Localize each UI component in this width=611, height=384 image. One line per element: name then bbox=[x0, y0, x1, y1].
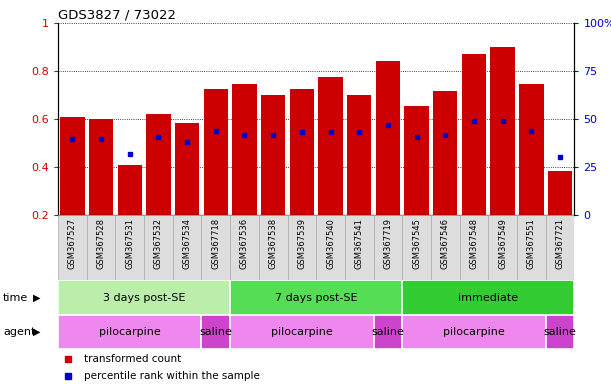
Text: GSM367541: GSM367541 bbox=[355, 218, 364, 268]
Text: time: time bbox=[3, 293, 28, 303]
Text: GSM367538: GSM367538 bbox=[269, 218, 277, 269]
Bar bbox=[459, 215, 488, 280]
Bar bbox=[546, 315, 574, 349]
Text: GSM367551: GSM367551 bbox=[527, 218, 536, 268]
Bar bbox=[488, 215, 517, 280]
Text: GSM367528: GSM367528 bbox=[97, 218, 106, 269]
Text: saline: saline bbox=[199, 327, 232, 337]
Text: GSM367527: GSM367527 bbox=[68, 218, 77, 269]
Text: ▶: ▶ bbox=[33, 327, 40, 337]
Bar bbox=[402, 315, 546, 349]
Text: GSM367536: GSM367536 bbox=[240, 218, 249, 269]
Bar bbox=[404, 106, 429, 215]
Bar bbox=[290, 89, 314, 215]
Text: saline: saline bbox=[371, 327, 404, 337]
Bar bbox=[431, 215, 459, 280]
Bar bbox=[517, 215, 546, 280]
Bar bbox=[433, 91, 458, 215]
Bar bbox=[202, 315, 230, 349]
Text: GSM367532: GSM367532 bbox=[154, 218, 163, 269]
Text: GSM367546: GSM367546 bbox=[441, 218, 450, 269]
Bar bbox=[58, 315, 202, 349]
Bar bbox=[462, 54, 486, 215]
Bar bbox=[146, 114, 170, 215]
Bar bbox=[89, 119, 113, 215]
Text: GSM367721: GSM367721 bbox=[555, 218, 565, 269]
Text: GSM367534: GSM367534 bbox=[183, 218, 192, 269]
Bar bbox=[347, 95, 371, 215]
Bar bbox=[548, 170, 572, 215]
Bar bbox=[232, 84, 257, 215]
Text: GSM367718: GSM367718 bbox=[211, 218, 221, 269]
Text: pilocarpine: pilocarpine bbox=[443, 327, 505, 337]
Bar bbox=[230, 315, 373, 349]
Bar bbox=[288, 215, 316, 280]
Text: immediate: immediate bbox=[458, 293, 518, 303]
Text: transformed count: transformed count bbox=[84, 354, 181, 364]
Bar bbox=[58, 215, 87, 280]
Bar bbox=[402, 280, 574, 315]
Bar bbox=[546, 215, 574, 280]
Bar bbox=[58, 280, 230, 315]
Bar bbox=[60, 117, 84, 215]
Text: GSM367549: GSM367549 bbox=[498, 218, 507, 268]
Bar bbox=[519, 84, 544, 215]
Text: 7 days post-SE: 7 days post-SE bbox=[275, 293, 357, 303]
Text: pilocarpine: pilocarpine bbox=[271, 327, 333, 337]
Bar bbox=[261, 95, 285, 215]
Bar bbox=[117, 165, 142, 215]
Text: ▶: ▶ bbox=[33, 293, 40, 303]
Text: GSM367539: GSM367539 bbox=[298, 218, 306, 269]
Text: agent: agent bbox=[3, 327, 35, 337]
Bar bbox=[402, 215, 431, 280]
Bar bbox=[345, 215, 373, 280]
Text: saline: saline bbox=[544, 327, 576, 337]
Bar bbox=[491, 47, 515, 215]
Text: 3 days post-SE: 3 days post-SE bbox=[103, 293, 185, 303]
Bar bbox=[373, 315, 402, 349]
Bar bbox=[376, 61, 400, 215]
Bar bbox=[115, 215, 144, 280]
Bar bbox=[203, 89, 228, 215]
Bar bbox=[202, 215, 230, 280]
Text: GSM367540: GSM367540 bbox=[326, 218, 335, 268]
Text: pilocarpine: pilocarpine bbox=[99, 327, 161, 337]
Bar bbox=[318, 77, 343, 215]
Text: GSM367531: GSM367531 bbox=[125, 218, 134, 269]
Text: percentile rank within the sample: percentile rank within the sample bbox=[84, 371, 260, 381]
Bar bbox=[259, 215, 288, 280]
Bar bbox=[144, 215, 173, 280]
Bar bbox=[316, 215, 345, 280]
Text: GDS3827 / 73022: GDS3827 / 73022 bbox=[58, 9, 176, 22]
Bar bbox=[87, 215, 115, 280]
Bar bbox=[373, 215, 402, 280]
Text: GSM367545: GSM367545 bbox=[412, 218, 421, 268]
Text: GSM367548: GSM367548 bbox=[469, 218, 478, 269]
Bar bbox=[175, 122, 199, 215]
Bar bbox=[173, 215, 202, 280]
Bar bbox=[230, 215, 259, 280]
Bar bbox=[230, 280, 402, 315]
Text: GSM367719: GSM367719 bbox=[383, 218, 392, 269]
